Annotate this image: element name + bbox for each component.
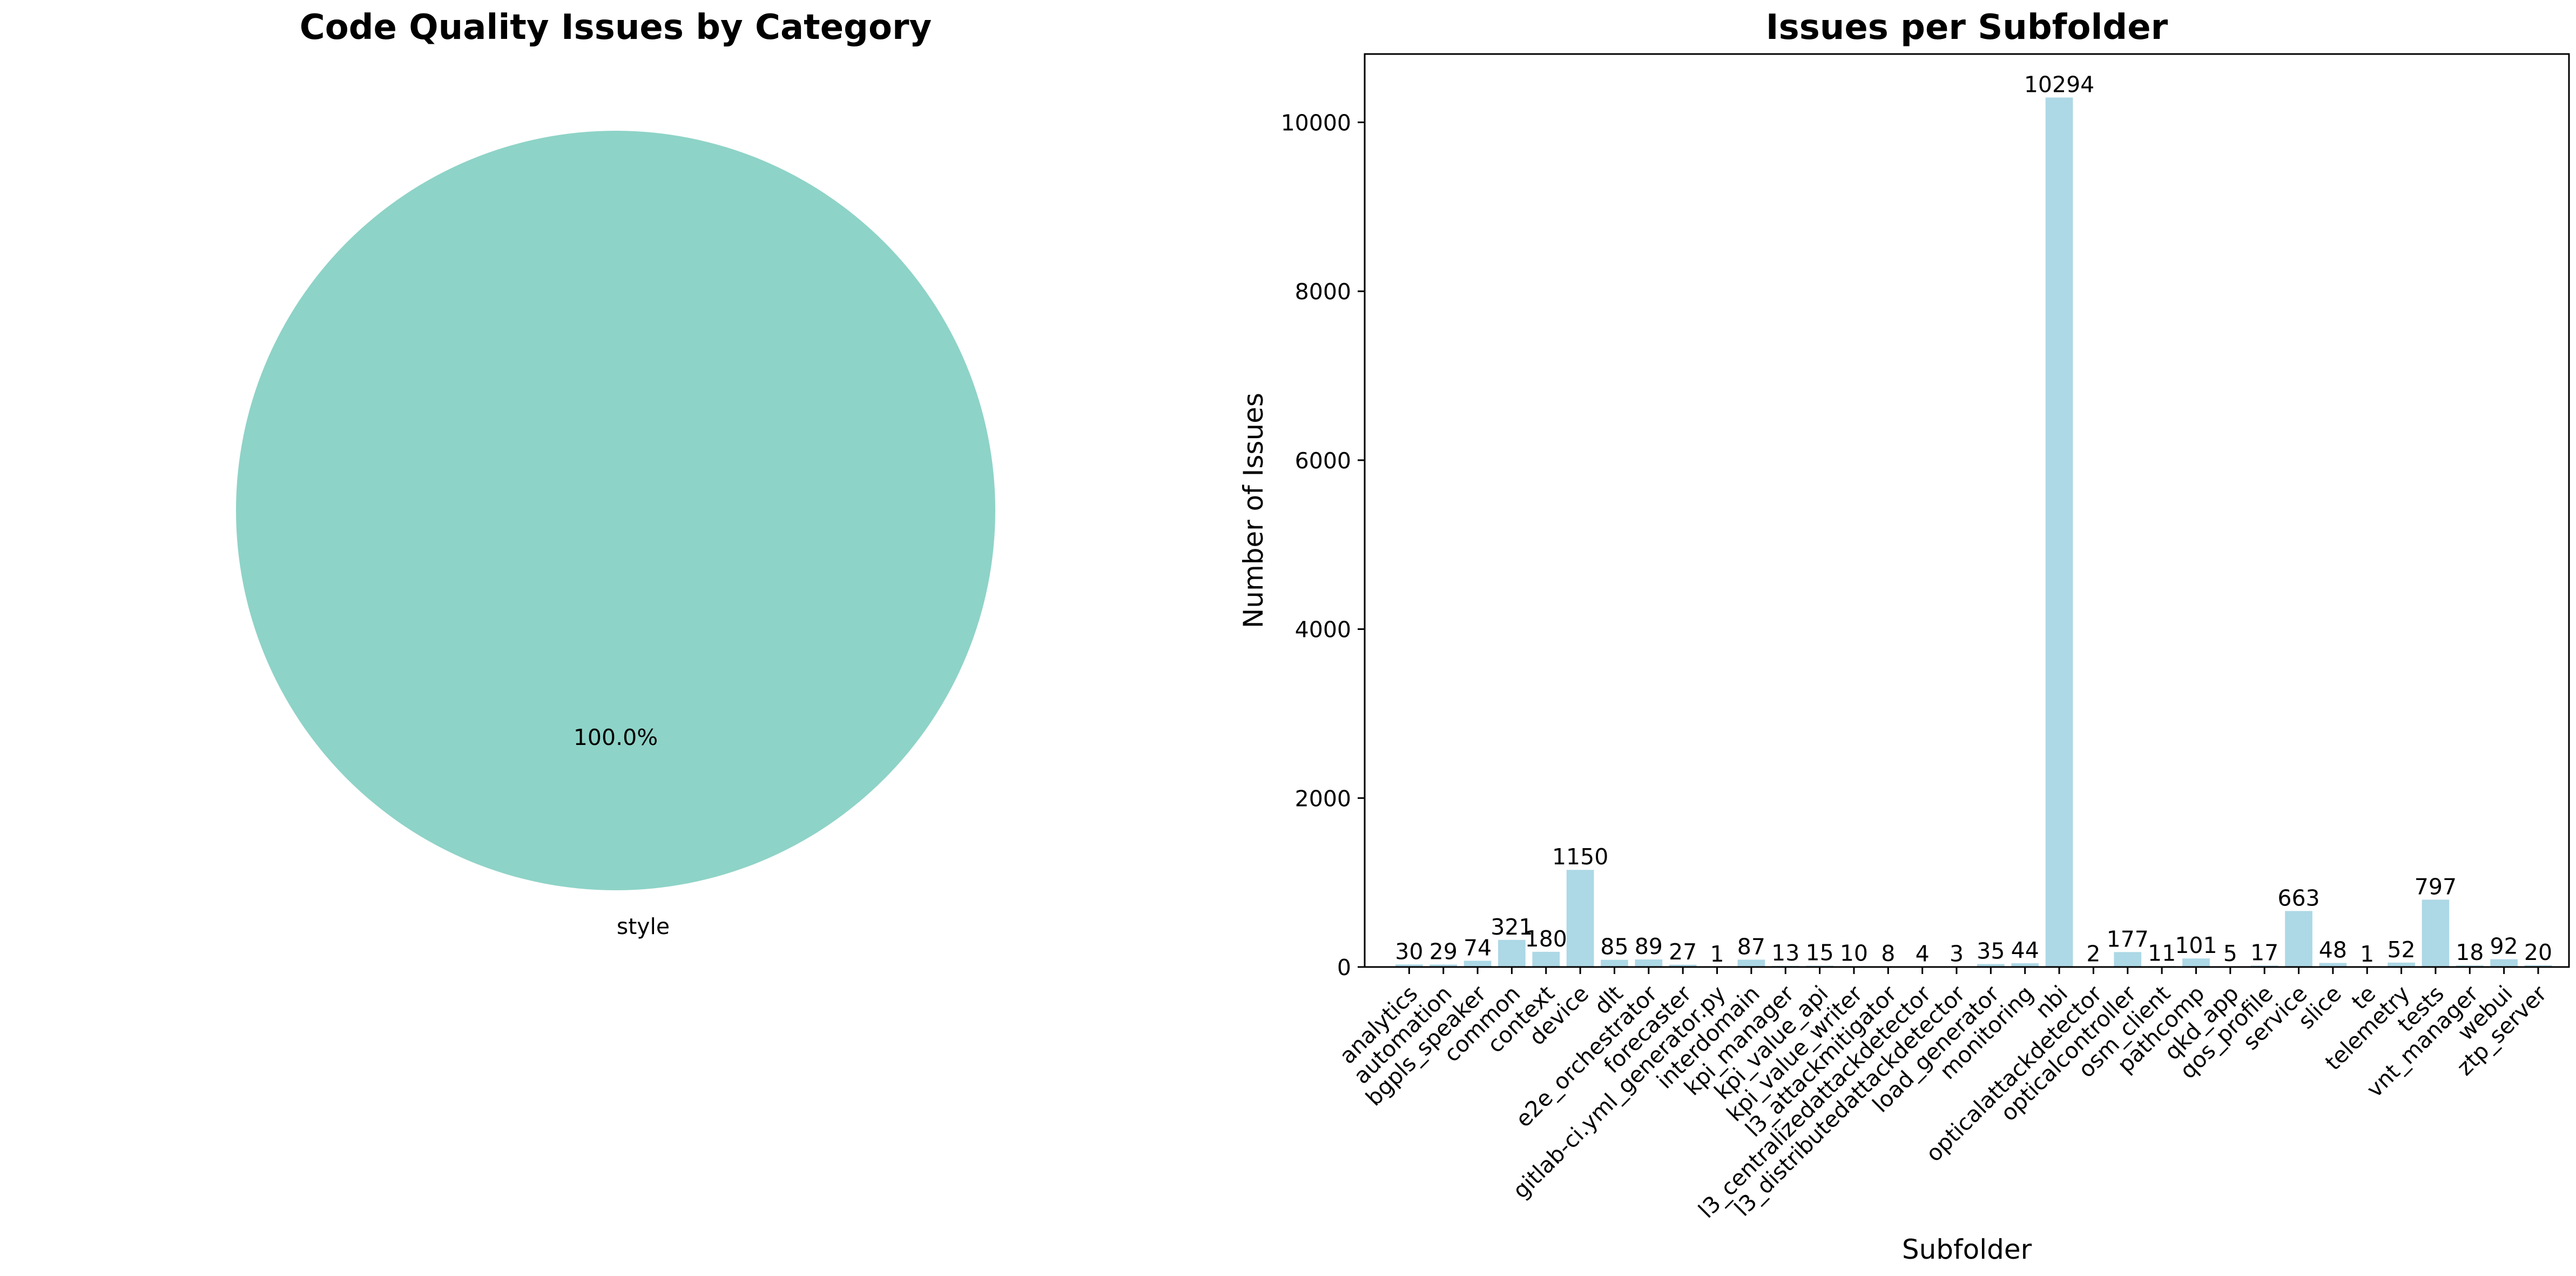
bar-value-label: 87 — [1737, 934, 1765, 959]
bar-e2e_orchestrator — [1635, 959, 1663, 967]
bar-value-label: 35 — [1977, 938, 2005, 964]
bar-value-label: 321 — [1491, 914, 1533, 940]
bar-value-label: 797 — [2415, 874, 2457, 899]
bar-value-label: 5 — [2223, 941, 2237, 966]
bar-monitoring — [2011, 963, 2039, 967]
bar-forecaster — [1669, 964, 1697, 967]
bar-value-label: 92 — [2490, 934, 2518, 959]
bar-title: Issues per Subfolder — [1766, 8, 2168, 48]
pie-title: Code Quality Issues by Category — [300, 8, 932, 48]
bar-value-label: 4 — [1916, 941, 1930, 966]
bar-automation — [1429, 964, 1458, 967]
bar-value-label: 10 — [1840, 940, 1868, 966]
bar-value-label: 13 — [1771, 940, 1799, 966]
bar-value-label: 3 — [1950, 941, 1964, 967]
bar-value-label: 44 — [2011, 937, 2039, 963]
y-tick-label: 10000 — [1281, 110, 1351, 136]
bar-value-label: 89 — [1635, 934, 1663, 959]
bar-value-label: 74 — [1464, 935, 1492, 961]
bar-value-label: 8 — [1881, 941, 1895, 966]
y-axis: 0 2000 4000 6000 8000 10000 — [1281, 110, 1365, 980]
y-tick-label: 2000 — [1295, 785, 1351, 811]
bar-context — [1532, 951, 1560, 967]
bar-value-label: 15 — [1806, 940, 1834, 966]
pie-slice-style — [236, 131, 995, 890]
bar-analytics — [1395, 964, 1423, 967]
bar-value-label: 663 — [2277, 885, 2319, 911]
bar-value-label: 180 — [1525, 926, 1567, 952]
bar-value-label: 17 — [2250, 939, 2278, 965]
bar-value-label: 10294 — [2024, 71, 2094, 97]
pie-slice-label: style — [617, 914, 670, 939]
bar-interdomain — [1737, 959, 1765, 967]
bar-service — [2285, 911, 2312, 967]
bar-tests — [2422, 899, 2450, 967]
bar-value-label: 11 — [2148, 940, 2176, 966]
bar-dlt — [1601, 959, 1628, 967]
bar-value-label: 1 — [1710, 941, 1724, 967]
bar-value-label: 29 — [1429, 938, 1458, 964]
y-tick-label: 6000 — [1295, 448, 1351, 474]
x-axis-label: Subfolder — [1902, 1234, 2032, 1265]
bar-value-label: 101 — [2175, 932, 2217, 958]
pie-slice-percent: 100.0% — [574, 724, 658, 750]
plot-frame — [1364, 53, 2570, 968]
bar-value-label: 1150 — [1552, 844, 1608, 870]
bar-value-label: 2 — [2086, 941, 2100, 967]
bar-nbi — [2045, 97, 2073, 968]
bar-load_generator — [1977, 964, 2005, 967]
bar-value-label: 1 — [2360, 941, 2374, 967]
bar-slice — [2319, 963, 2347, 967]
bar-value-label: 18 — [2456, 939, 2484, 965]
bar-value-label: 177 — [2107, 926, 2149, 952]
bar-value-label: 85 — [1600, 934, 1628, 960]
y-tick-label: 8000 — [1295, 279, 1351, 305]
bar-value-label: 20 — [2524, 939, 2552, 965]
bar-value-label: 27 — [1669, 939, 1697, 965]
y-tick-label: 4000 — [1295, 617, 1351, 643]
bar-common — [1498, 939, 1526, 967]
bar-value-label: 52 — [2387, 937, 2415, 963]
bar-device — [1566, 870, 1594, 967]
y-axis-label: Number of Issues — [1238, 393, 1269, 628]
bar-value-label: 48 — [2319, 937, 2347, 963]
bar-bgpls_speaker — [1464, 961, 1492, 967]
bar-telemetry — [2388, 962, 2415, 967]
pie-chart: Code Quality Issues by Category 100.0% s… — [236, 8, 995, 939]
y-tick-label: 0 — [1337, 955, 1351, 980]
bar-value-label: 30 — [1395, 938, 1423, 964]
bar-opticalcontroller — [2114, 952, 2142, 967]
bar-webui — [2490, 959, 2518, 967]
bar-pathcomp — [2182, 958, 2210, 967]
bar-ztp_server — [2524, 965, 2552, 967]
bars-group — [1395, 97, 2552, 968]
